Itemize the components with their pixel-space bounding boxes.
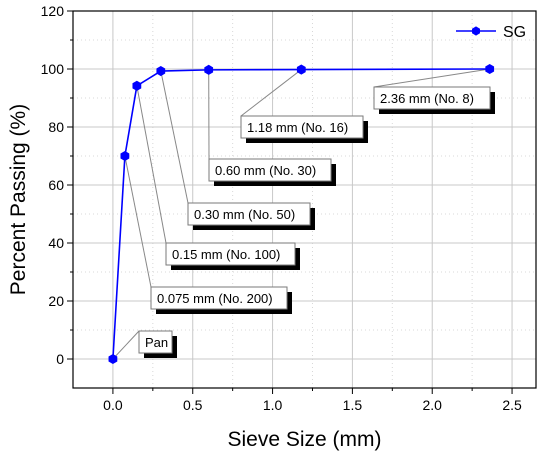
data-point bbox=[156, 65, 166, 77]
series-layer bbox=[108, 63, 495, 365]
annotation-leader bbox=[373, 68, 490, 88]
x-tick-label: 1.5 bbox=[343, 397, 363, 413]
y-tick-label: 80 bbox=[48, 119, 64, 135]
x-tick-label: 2.5 bbox=[502, 397, 522, 413]
annotation-leaders bbox=[112, 68, 490, 360]
y-tick-label: 0 bbox=[56, 351, 64, 367]
annotation-callout: 0.075 mm (No. 200) bbox=[150, 286, 292, 314]
annotations-layer: Pan 0.075 mm (No. 200) 0.15 mm (No. 100) 0.… bbox=[138, 86, 495, 358]
annotation-box bbox=[138, 330, 173, 354]
annotation-box bbox=[240, 115, 364, 139]
plot-frame bbox=[72, 10, 537, 389]
y-tick-label: 100 bbox=[41, 61, 65, 77]
annotation-callout: 2.36 mm (No. 8) bbox=[373, 86, 495, 114]
annotation-label: Pan bbox=[145, 335, 168, 350]
annotation-label: 0.30 mm (No. 50) bbox=[194, 207, 295, 222]
x-axis-title: Sieve Size (mm) bbox=[227, 428, 381, 451]
annotation-box bbox=[373, 86, 491, 110]
legend-label: SG bbox=[503, 24, 526, 41]
y-axis-title: Percent Passing (%) bbox=[7, 104, 30, 295]
data-point bbox=[485, 63, 495, 75]
annotation-callout: 1.18 mm (No. 16) bbox=[240, 115, 368, 143]
annotation-box bbox=[187, 202, 311, 226]
annotation-callout: 0.30 mm (No. 50) bbox=[187, 202, 315, 230]
y-tick-label: 40 bbox=[48, 235, 64, 251]
legend: SG bbox=[456, 24, 526, 41]
annotation-label: 0.075 mm (No. 200) bbox=[157, 291, 273, 306]
data-point bbox=[108, 353, 118, 365]
annotation-box bbox=[208, 158, 332, 182]
data-point bbox=[132, 80, 142, 91]
legend-marker bbox=[472, 26, 480, 36]
annotation-leader bbox=[136, 85, 167, 244]
x-tick-label: 0.0 bbox=[103, 397, 123, 413]
annotation-label: 2.36 mm (No. 8) bbox=[380, 91, 474, 106]
data-point bbox=[296, 64, 306, 75]
annotation-box bbox=[150, 286, 288, 310]
annotation-box bbox=[165, 242, 296, 266]
annotation-leader bbox=[124, 155, 152, 288]
data-point bbox=[120, 150, 130, 162]
y-tick-label: 20 bbox=[48, 293, 64, 309]
axes: 0.0 0.5 1.0 1.5 2.0 2.5 0 20 40 60 80 100 120 bbox=[41, 3, 537, 413]
annotation-leader bbox=[112, 330, 140, 360]
annotation-callout: 0.15 mm (No. 100) bbox=[165, 242, 300, 270]
annotation-label: 0.60 mm (No. 30) bbox=[215, 163, 316, 178]
annotation-callout: Pan bbox=[138, 330, 177, 358]
x-tick-label: 2.0 bbox=[422, 397, 442, 413]
data-point bbox=[204, 64, 214, 75]
x-tick-label: 0.5 bbox=[183, 397, 203, 413]
annotation-label: 0.15 mm (No. 100) bbox=[172, 247, 280, 262]
x-tick-label: 1.0 bbox=[263, 397, 283, 413]
annotation-leader bbox=[160, 70, 189, 204]
y-tick-label: 60 bbox=[48, 177, 64, 193]
annotation-callout: 0.60 mm (No. 30) bbox=[208, 158, 336, 186]
y-tick-label: 120 bbox=[41, 3, 65, 19]
annotation-leader bbox=[240, 69, 302, 117]
annotation-label: 1.18 mm (No. 16) bbox=[247, 120, 348, 135]
